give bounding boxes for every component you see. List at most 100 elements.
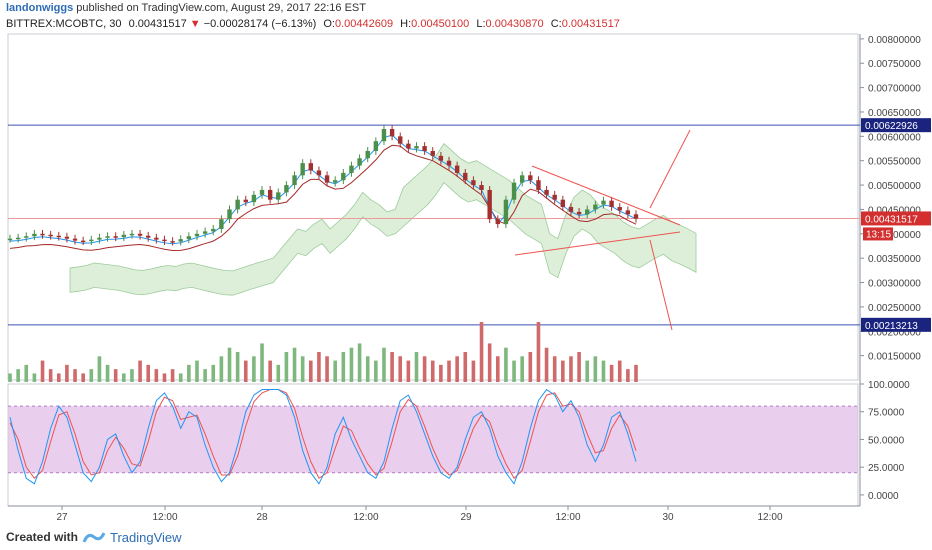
tradingview-brand[interactable]: TradingView [110,530,182,545]
volume-bar [544,347,549,382]
candle-body [560,199,566,207]
candle-body [146,235,151,238]
volume-bar [203,369,207,382]
time-tick-label: 30 [662,512,674,523]
volume-bar [32,373,37,382]
volume-bar [455,356,459,382]
volume-bar [243,360,248,382]
volume-bar [16,369,20,382]
volume-bar [89,369,94,382]
volume-bar [487,343,492,382]
volume-bar [528,352,533,382]
symbol-info-bar: BITTREX:MCOBTC, 30 0.00431517 ▼ −0.00028… [6,18,620,31]
volume-bar [504,347,508,382]
chart-canvas[interactable]: 0.00800000 0.00750000 0.00700000 0.00650000… [0,0,932,524]
candle-body [292,175,297,186]
volume-bar [390,352,394,382]
volume-bar [374,360,378,382]
candle-body [276,192,281,200]
volume-bar [341,352,346,382]
candle-body [211,228,216,232]
volume-bar [463,352,468,382]
candle-body [235,199,240,210]
candle-body [341,172,346,181]
candle-body [349,165,354,173]
price-tick-label: 0.00750000 [868,59,921,70]
volume-bar [284,352,289,382]
volume-bar [187,364,191,382]
open-value: 0.00442609 [334,18,394,30]
volume-bar [634,364,638,382]
candle-body [48,234,53,237]
candle-body [544,189,549,195]
candle-body [72,238,78,241]
last-price: 0.00431517 [128,18,187,30]
volume-bar [73,369,77,382]
stoch-tick-label: 25.0000 [868,463,905,474]
countdown-label: 13:15 [866,229,891,240]
price-change: −0.00028174 (−6.13%) [203,18,317,30]
volume-bar [593,356,598,382]
price-tick-label: 0.00300000 [868,279,921,290]
price-tick-label: 0.00550000 [868,157,921,168]
volume-bar [495,356,500,382]
candle-body [186,236,192,240]
candle-body [7,238,13,241]
candle-body [406,143,411,149]
level-price-label: 0.00622926 [865,121,918,132]
candle-body [487,189,492,220]
candle-body [585,209,590,215]
volume-bar [227,347,232,382]
volume-bar [178,373,183,382]
volume-bar [292,347,297,382]
candle-body [32,233,37,237]
candle-body [194,233,200,237]
candle-body [332,180,338,183]
level-price-badge [861,118,931,133]
candle-body [89,239,94,242]
candle-body [80,240,86,243]
last-price-label: 0.00431517 [865,214,918,225]
volume-bar [162,373,167,382]
volume-bar [65,364,69,382]
candle-body [105,236,110,238]
candle-body [463,172,468,181]
volume-bar [309,360,313,382]
price-tick-label: 0.00800000 [868,35,921,46]
tradingview-logo-icon [82,532,106,543]
candle-body [576,211,582,215]
volume-bar [146,364,151,382]
author-link[interactable]: landonwiggs [6,2,74,14]
volume-bar [430,360,435,382]
candle-body [471,180,476,186]
ichimoku-cloud [69,143,697,296]
created-with-label: Created with [6,530,79,544]
candle-body [430,150,435,156]
volume-bar [333,360,337,382]
candle-body [438,155,444,161]
candle-body [625,210,631,215]
candle-body [536,180,541,190]
candle-body [633,214,639,219]
volume-bar [113,369,118,382]
candle-body [170,241,175,243]
stoch-tick-label: 100.0000 [868,380,910,391]
volume-bar [577,352,581,382]
candle-body [528,175,533,181]
candle-body [308,163,314,171]
symbol-name[interactable]: BITTREX:MCOBTC, 30 [6,18,122,30]
candle-body [617,207,622,211]
volume-bar [569,356,573,382]
volume-bar [406,360,411,382]
candle-body [454,165,460,173]
level-price-badge [861,317,931,332]
volume-bar [260,343,264,382]
volume-bar [447,360,451,382]
volume-bar [471,360,476,382]
down-triangle-icon: ▼ [189,18,201,30]
candle-body [40,233,45,236]
price-tick-label: 0.00200000 [868,327,921,338]
volume-bar [520,356,524,382]
volume-bar [105,364,110,382]
volume-bar [122,373,126,382]
